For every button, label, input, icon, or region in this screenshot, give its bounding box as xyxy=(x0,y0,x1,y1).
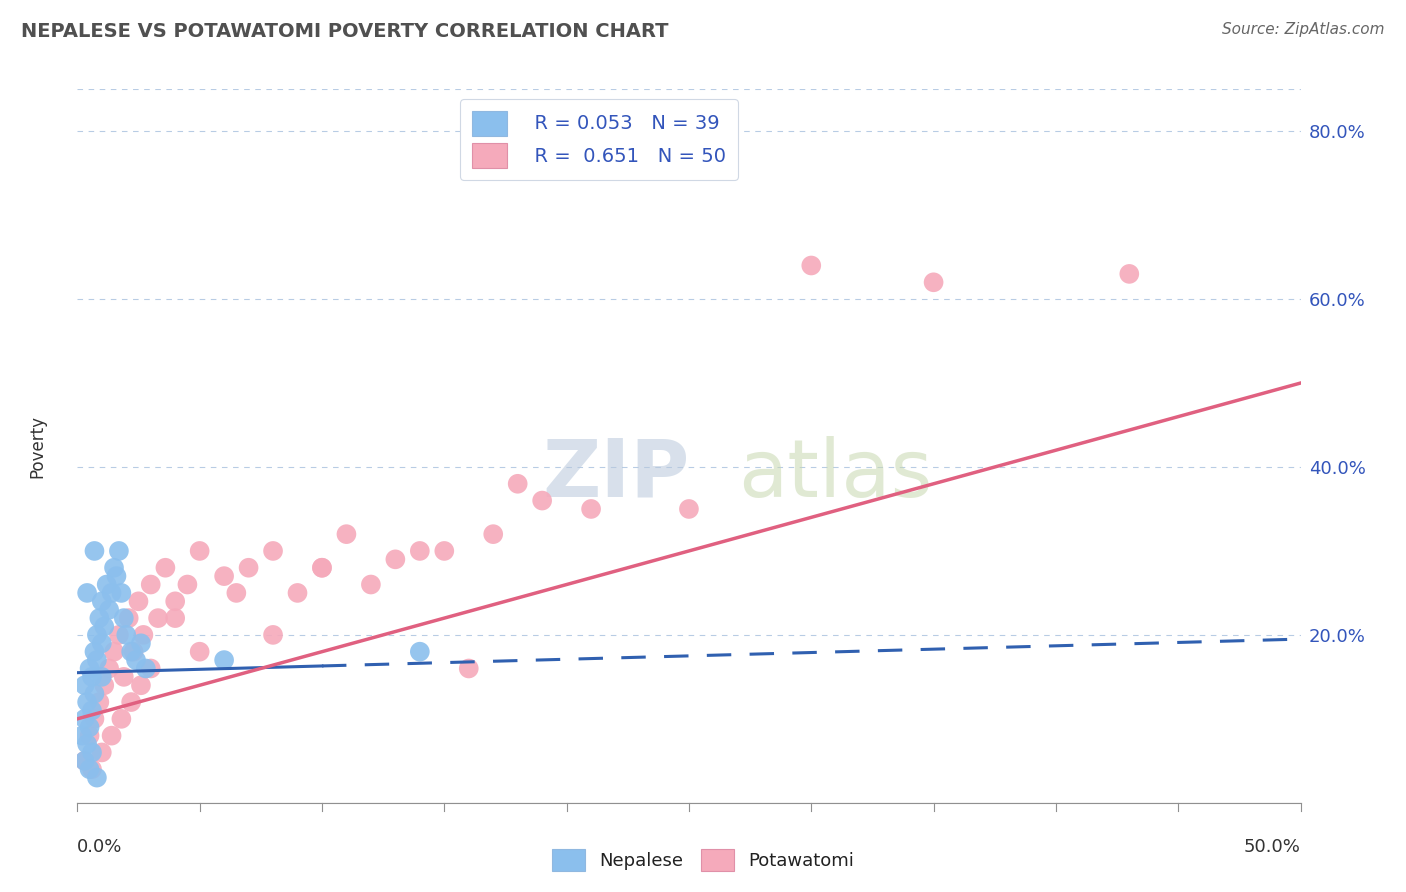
Point xyxy=(212,569,235,583)
Point xyxy=(176,577,198,591)
Point xyxy=(89,611,111,625)
Point xyxy=(110,586,132,600)
Point xyxy=(86,771,108,785)
Point xyxy=(73,754,96,768)
Point xyxy=(79,720,101,734)
Point xyxy=(79,661,101,675)
Point xyxy=(83,544,105,558)
Point xyxy=(86,628,108,642)
Point xyxy=(86,653,108,667)
Point xyxy=(96,577,118,591)
Point xyxy=(188,645,211,659)
Point xyxy=(262,628,284,642)
Point xyxy=(122,645,145,659)
Point xyxy=(129,636,152,650)
Point xyxy=(89,695,111,709)
Text: NEPALESE VS POTAWATOMI POVERTY CORRELATION CHART: NEPALESE VS POTAWATOMI POVERTY CORRELATI… xyxy=(21,22,669,41)
Point xyxy=(922,275,945,289)
Point xyxy=(311,560,333,574)
Point xyxy=(579,502,602,516)
Point xyxy=(128,594,150,608)
Point xyxy=(188,544,211,558)
Point xyxy=(118,611,141,625)
Point xyxy=(98,603,121,617)
Legend: Nepalese, Potawatomi: Nepalese, Potawatomi xyxy=(546,842,860,879)
Point xyxy=(98,661,121,675)
Point xyxy=(311,560,333,574)
Point xyxy=(409,544,432,558)
Point xyxy=(80,746,103,760)
Point xyxy=(212,653,235,667)
Point xyxy=(90,670,112,684)
Point xyxy=(108,628,131,642)
Point xyxy=(800,259,823,273)
Point xyxy=(262,544,284,558)
Point xyxy=(433,544,456,558)
Point xyxy=(678,502,700,516)
Text: 0.0%: 0.0% xyxy=(77,838,122,856)
Point xyxy=(90,636,112,650)
Point xyxy=(112,611,135,625)
Point xyxy=(80,670,103,684)
Point xyxy=(506,476,529,491)
Point xyxy=(335,527,357,541)
Point xyxy=(83,712,105,726)
Point xyxy=(73,754,96,768)
Point xyxy=(76,737,98,751)
Point xyxy=(225,586,247,600)
Point xyxy=(132,628,155,642)
Point xyxy=(120,645,142,659)
Point xyxy=(482,527,505,541)
Point xyxy=(76,586,98,600)
Point xyxy=(110,712,132,726)
Point xyxy=(79,762,101,776)
Point xyxy=(120,695,142,709)
Point xyxy=(165,594,187,608)
Point xyxy=(112,670,135,684)
Point xyxy=(73,712,96,726)
Point xyxy=(79,729,101,743)
Point xyxy=(76,695,98,709)
Point xyxy=(105,569,128,583)
Point xyxy=(83,687,105,701)
Point xyxy=(73,678,96,692)
Point xyxy=(165,611,187,625)
Point xyxy=(100,586,122,600)
Point xyxy=(360,577,382,591)
Point xyxy=(139,661,162,675)
Point xyxy=(70,729,93,743)
Point xyxy=(531,493,554,508)
Text: ZIP: ZIP xyxy=(543,435,689,514)
Point xyxy=(83,645,105,659)
Point xyxy=(409,645,432,659)
Text: Poverty: Poverty xyxy=(28,415,46,477)
Point xyxy=(108,544,131,558)
Text: 50.0%: 50.0% xyxy=(1244,838,1301,856)
Point xyxy=(103,645,125,659)
Point xyxy=(139,577,162,591)
Point xyxy=(103,560,125,574)
Point xyxy=(90,746,112,760)
Point xyxy=(93,619,115,633)
Point xyxy=(287,586,309,600)
Point xyxy=(238,560,260,574)
Point xyxy=(129,678,152,692)
Point xyxy=(155,560,177,574)
Point xyxy=(135,661,157,675)
Text: atlas: atlas xyxy=(738,435,932,514)
Point xyxy=(80,703,103,717)
Point xyxy=(146,611,169,625)
Point xyxy=(93,678,115,692)
Point xyxy=(1118,267,1140,281)
Point xyxy=(80,762,103,776)
Legend:   R = 0.053   N = 39,   R =  0.651   N = 50: R = 0.053 N = 39, R = 0.651 N = 50 xyxy=(460,99,738,180)
Text: Source: ZipAtlas.com: Source: ZipAtlas.com xyxy=(1222,22,1385,37)
Point xyxy=(100,729,122,743)
Point xyxy=(125,653,148,667)
Point xyxy=(115,628,138,642)
Point xyxy=(384,552,406,566)
Point xyxy=(457,661,479,675)
Point xyxy=(90,594,112,608)
